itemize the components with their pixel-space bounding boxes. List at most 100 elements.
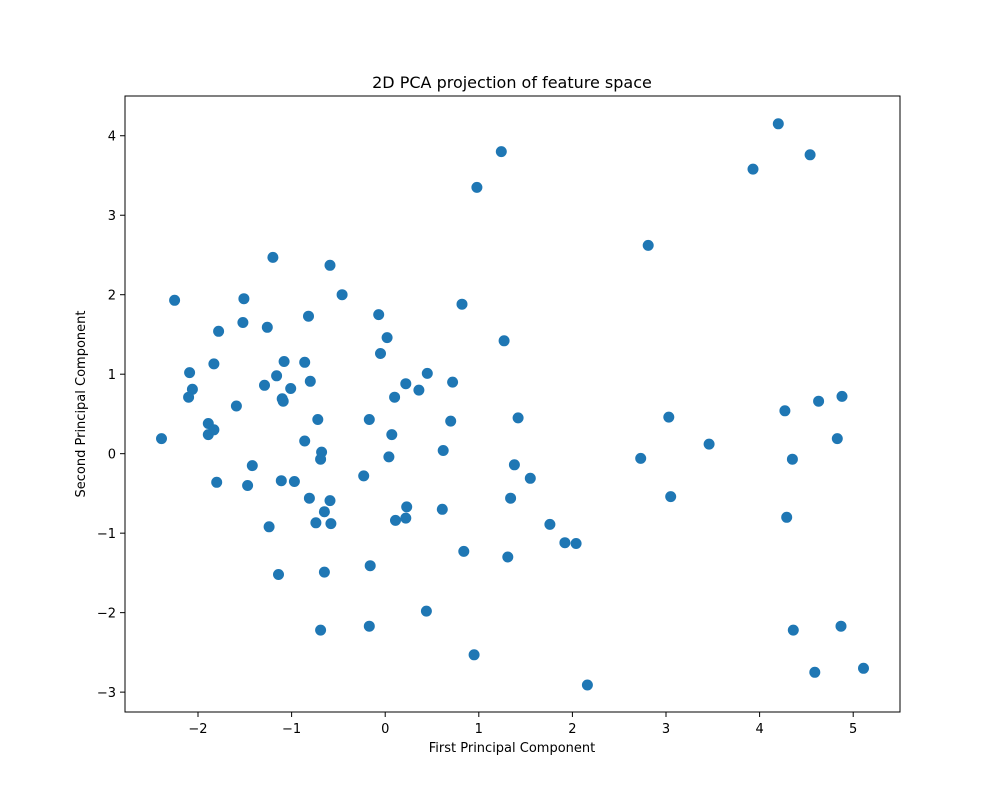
scatter-point [831,433,843,445]
scatter-point [324,259,336,271]
scatter-point [303,310,314,322]
scatter-point [456,298,468,310]
scatter-point [401,501,413,513]
scatter-point [208,358,220,370]
scatter-point [318,566,330,578]
scatter-point [242,480,254,491]
scatter-point [183,391,195,403]
scatter-point [315,624,327,636]
scatter-point [502,551,514,563]
y-axis-label: Second Principal Component [74,311,89,498]
y-tick-label: 3 [108,209,116,224]
y-tick-label: 1 [108,368,116,383]
scatter-point [437,445,449,456]
scatter-point [505,492,517,504]
scatter-point [779,405,791,417]
scatter-point [400,378,412,390]
scatter-point [468,649,480,661]
scatter-point [271,370,283,382]
scatter-point [786,453,798,465]
scatter-point [512,412,524,424]
scatter-point [238,293,250,305]
y-tick-label: −3 [97,686,116,701]
scatter-point [447,376,459,388]
scatter-point [304,375,316,387]
y-tick-label: 0 [108,448,116,463]
x-axis-label: First Principal Component [429,741,596,756]
scatter-point [642,239,654,251]
scatter-point [273,569,284,580]
scatter-point [390,514,401,526]
scatter-point [544,518,556,530]
scatter-point [665,491,677,503]
scatter-point [336,289,348,301]
scatter-point [375,348,386,359]
plot-area-frame [124,95,901,713]
scatter-point [275,475,287,487]
scatter-point [211,476,223,488]
scatter-point [635,452,647,464]
scatter-point [208,424,220,436]
scatter-point [318,506,330,518]
x-tick-label: −1 [282,722,301,737]
scatter-point [278,356,290,367]
y-tick-label: −2 [97,607,116,622]
scatter-point [303,492,315,504]
scatter-point [261,321,273,333]
x-tick-label: 1 [475,722,483,737]
scatter-point [471,181,483,193]
scatter-point [364,560,376,572]
scatter-point [524,472,536,484]
scatter-point [570,538,582,549]
scatter-point [804,149,816,161]
scatter-point [325,518,337,530]
scatter-point [230,400,242,412]
scatter-point [413,384,425,396]
scatter-point [315,453,327,465]
scatter-point [156,433,167,445]
chart-title: 2D PCA projection of feature space [372,73,652,92]
scatter-point [267,251,279,263]
scatter-point [445,415,457,427]
scatter-point [312,414,324,425]
scatter-point [858,662,869,674]
scatter-point [813,395,825,407]
scatter-point [358,470,370,482]
scatter-point [421,367,433,379]
scatter-point [381,332,393,344]
y-tick-label: 4 [108,130,116,145]
scatter-point [363,620,375,632]
y-tick-label: 2 [108,289,116,304]
x-tick-label: 4 [755,722,763,737]
x-tick-label: 0 [381,722,389,737]
x-tick-label: 5 [849,722,857,737]
scatter-point [835,620,847,632]
scatter-point [184,367,196,379]
scatter-point [299,435,311,447]
scatter-point [310,517,322,529]
x-tick-label: 2 [568,722,576,737]
points-layer [156,118,869,691]
scatter-point [772,118,784,130]
scatter-point [781,511,793,523]
scatter-point [285,383,297,394]
x-tick-label: −2 [188,722,207,737]
scatter-point [436,503,448,515]
scatter-point [386,429,398,441]
scatter-point [809,666,821,678]
scatter-point [420,605,432,617]
scatter-point [213,325,225,337]
scatter-point [237,317,249,328]
scatter-point [663,411,675,423]
scatter-point [747,163,759,175]
scatter-point [383,451,395,463]
scatter-point [400,512,412,524]
scatter-point [324,495,336,507]
scatter-point [263,521,275,533]
scatter-point [246,460,258,472]
scatter-point [559,537,571,549]
scatter-point [169,294,181,306]
x-axis: −2 −1 0 1 2 3 4 5 [188,712,857,737]
